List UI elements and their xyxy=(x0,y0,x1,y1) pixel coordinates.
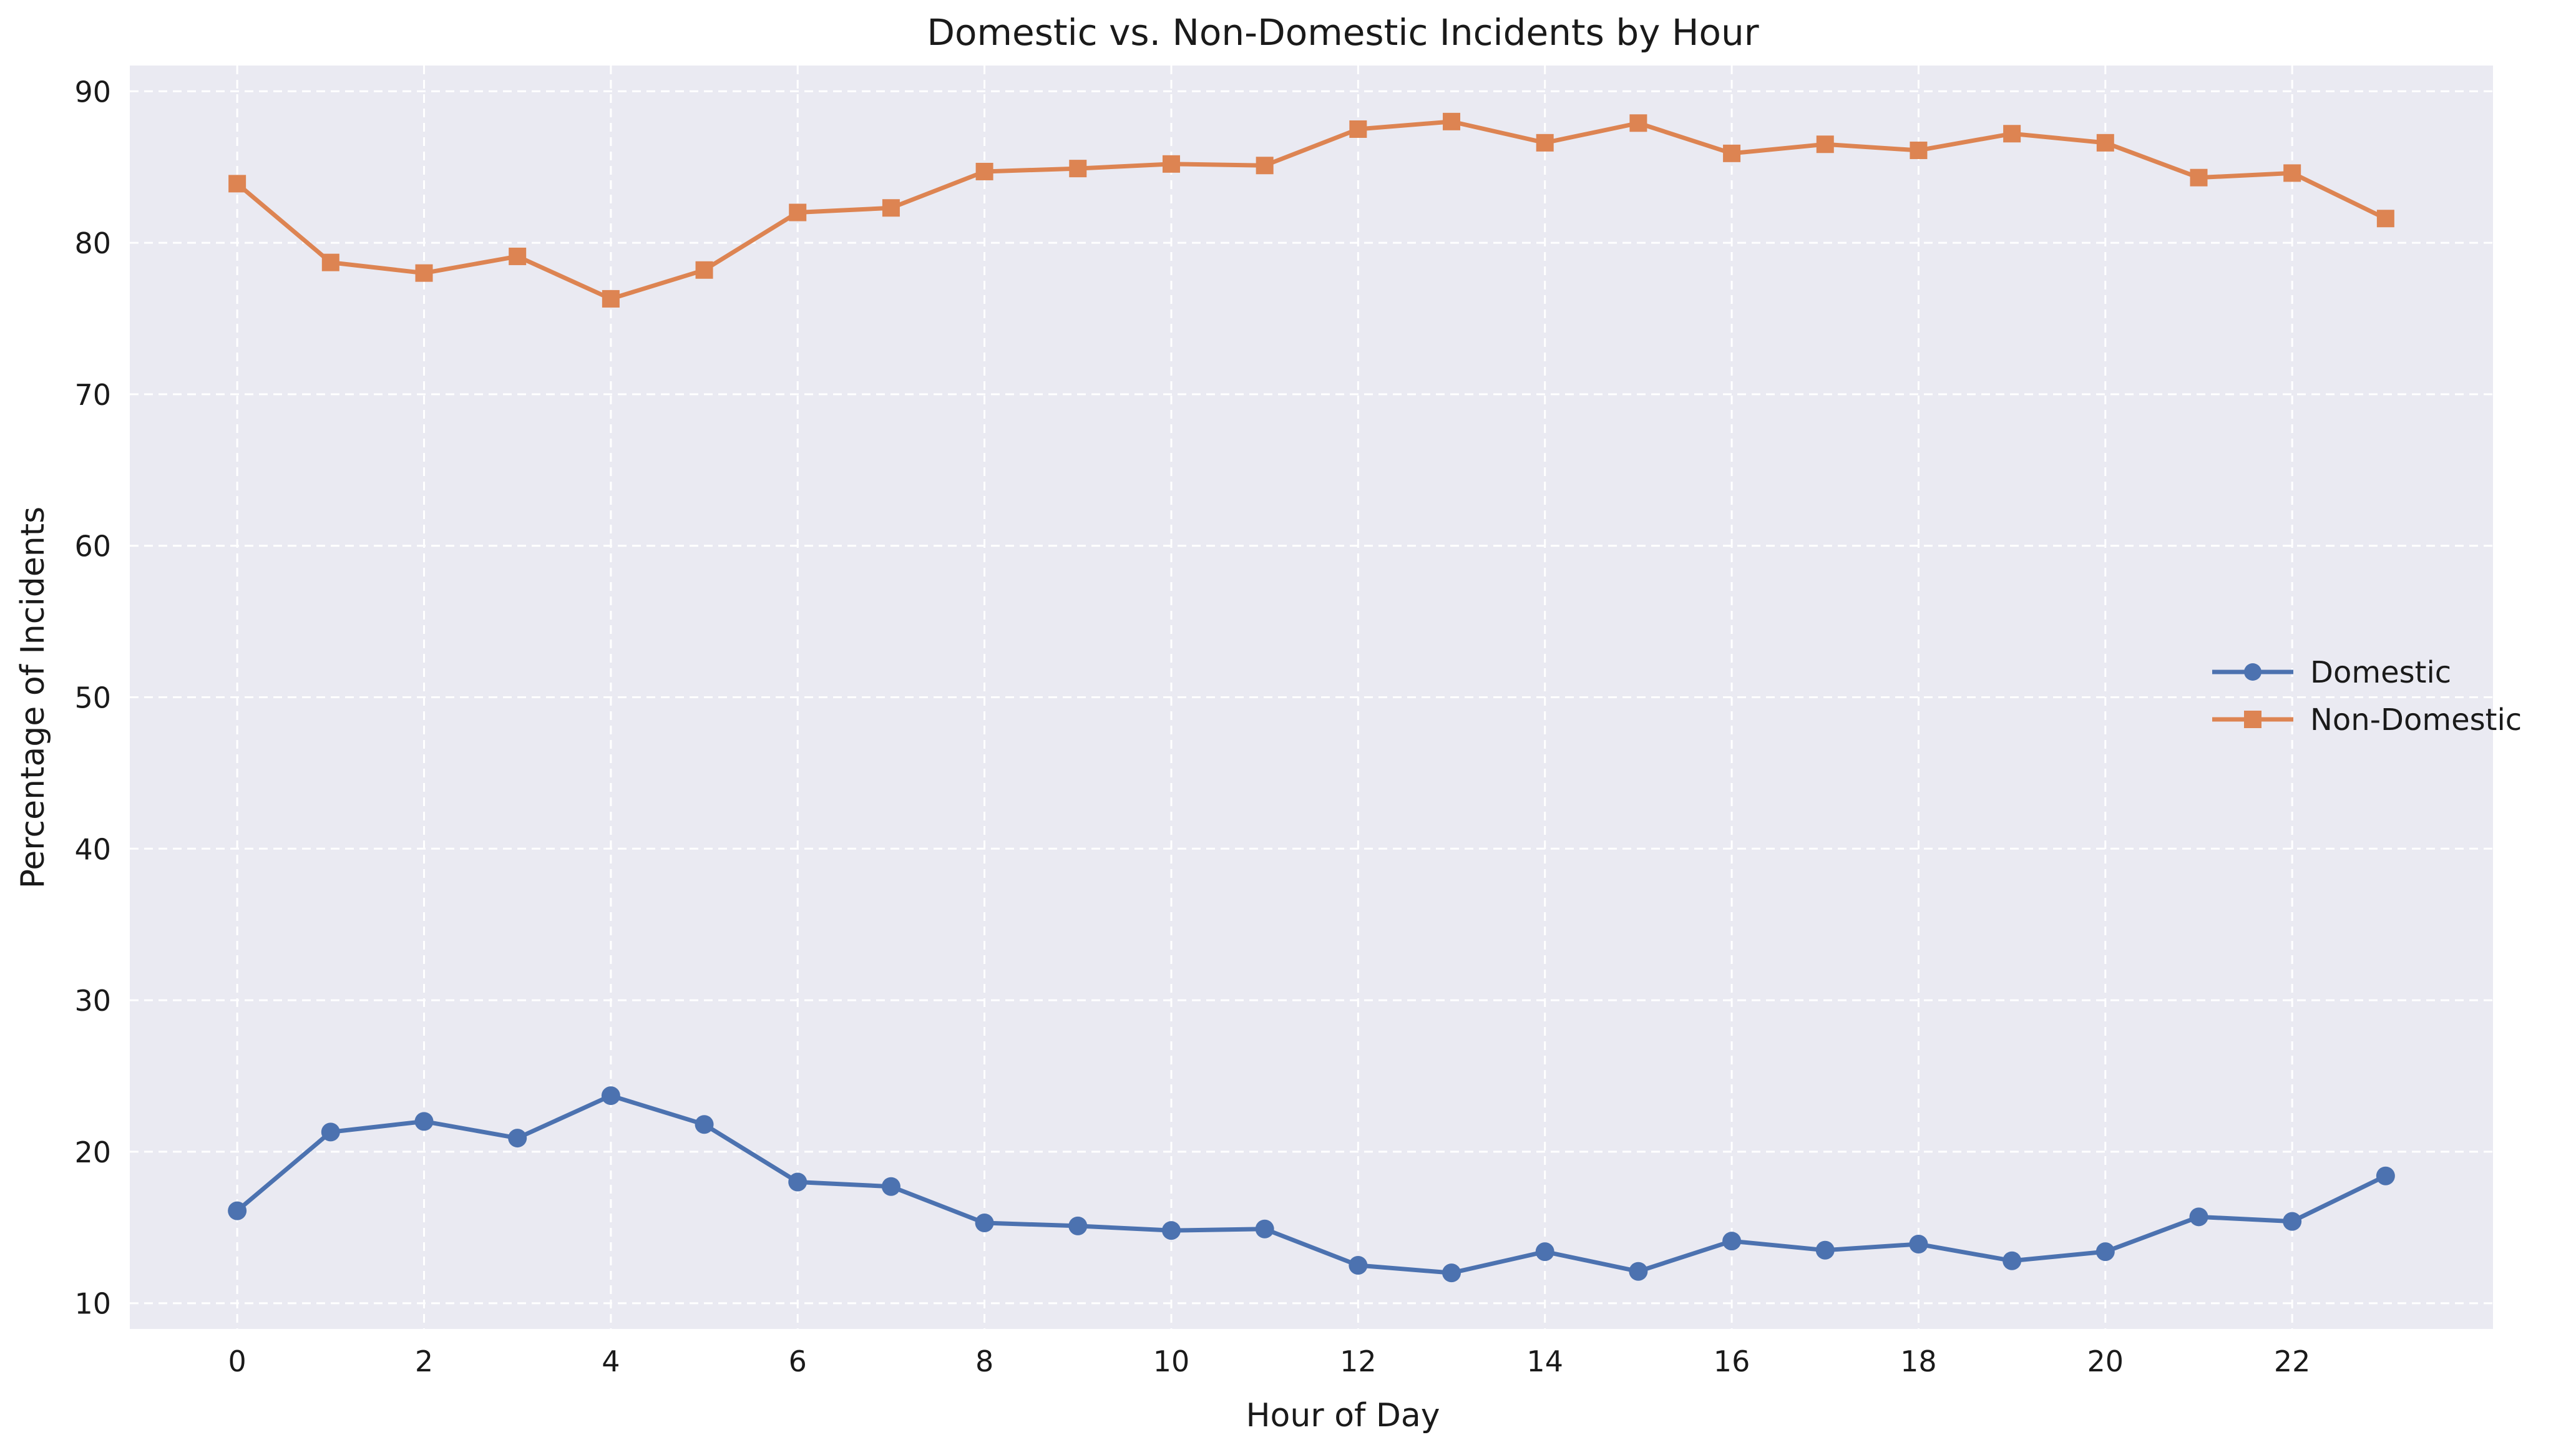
data-point-domestic xyxy=(1722,1232,1742,1251)
y-tick-label: 80 xyxy=(74,226,111,260)
x-axis-ticks: 0 2 4 6 8 10 12 14 16 18 20 22 xyxy=(228,1345,2310,1378)
data-point-domestic xyxy=(601,1086,620,1106)
data-point-non-domestic xyxy=(1256,157,1274,175)
x-axis-label: Hour of Day xyxy=(1246,1397,1440,1434)
data-point-domestic xyxy=(1535,1242,1554,1262)
data-point-domestic xyxy=(975,1214,994,1233)
data-point-domestic xyxy=(695,1115,714,1134)
legend: Domestic Non-Domestic xyxy=(2212,655,2522,737)
y-tick-label: 10 xyxy=(74,1287,111,1321)
data-point-domestic xyxy=(321,1122,340,1142)
data-point-domestic xyxy=(1442,1263,1461,1283)
legend-label-domestic: Domestic xyxy=(2310,655,2451,690)
legend-label-non-domestic: Non-Domestic xyxy=(2310,703,2522,737)
y-tick-label: 50 xyxy=(74,681,111,715)
series-line-non-domestic xyxy=(235,119,2387,301)
y-axis-label: Percentage of Incidents xyxy=(14,507,52,888)
grid-lines xyxy=(130,66,2493,1329)
data-point-non-domestic xyxy=(2283,164,2301,182)
data-point-non-domestic xyxy=(1723,144,1741,162)
series-layer xyxy=(228,112,2395,1283)
y-tick-label: 30 xyxy=(74,984,111,1018)
data-point-non-domestic xyxy=(228,175,246,193)
legend-marker-non-domestic xyxy=(2244,711,2261,728)
series-line-domestic xyxy=(235,1093,2387,1275)
x-tick-label: 16 xyxy=(1714,1345,1750,1378)
x-tick-label: 10 xyxy=(1153,1345,1190,1378)
x-tick-label: 22 xyxy=(2274,1345,2311,1378)
data-point-domestic xyxy=(2283,1212,2302,1231)
data-point-non-domestic xyxy=(2003,125,2021,143)
data-point-non-domestic xyxy=(882,199,900,217)
data-point-non-domestic xyxy=(2190,168,2208,187)
data-point-domestic xyxy=(1349,1256,1368,1275)
y-tick-label: 40 xyxy=(74,832,111,866)
y-axis-ticks: 10 20 30 40 50 60 70 80 90 xyxy=(74,75,111,1320)
data-point-domestic xyxy=(1815,1240,1835,1260)
data-point-domestic xyxy=(2003,1251,2022,1270)
x-tick-label: 6 xyxy=(789,1345,807,1378)
y-tick-label: 20 xyxy=(74,1136,111,1169)
x-tick-label: 14 xyxy=(1526,1345,1563,1378)
data-point-non-domestic xyxy=(1629,114,1647,132)
data-point-domestic xyxy=(414,1112,434,1131)
data-point-non-domestic xyxy=(1162,155,1180,173)
y-tick-label: 90 xyxy=(74,75,111,109)
data-point-domestic xyxy=(788,1172,807,1192)
data-point-non-domestic xyxy=(1910,141,1928,159)
data-point-non-domestic xyxy=(509,247,527,265)
data-point-non-domestic xyxy=(602,290,620,308)
x-tick-label: 4 xyxy=(602,1345,620,1378)
data-point-domestic xyxy=(2189,1207,2208,1227)
x-tick-label: 12 xyxy=(1340,1345,1377,1378)
data-point-domestic xyxy=(1909,1235,1928,1254)
data-point-domestic xyxy=(1629,1262,1648,1281)
x-tick-label: 2 xyxy=(415,1345,433,1378)
data-point-non-domestic xyxy=(1443,112,1461,130)
data-point-non-domestic xyxy=(1069,160,1087,178)
data-point-domestic xyxy=(2376,1166,2395,1185)
data-point-domestic xyxy=(1068,1216,1088,1235)
y-tick-label: 70 xyxy=(74,378,111,412)
x-tick-label: 20 xyxy=(2087,1345,2124,1378)
data-point-non-domestic xyxy=(2376,210,2394,228)
data-point-non-domestic xyxy=(789,203,807,221)
data-point-non-domestic xyxy=(975,162,993,180)
data-point-domestic xyxy=(2095,1242,2115,1262)
data-point-domestic xyxy=(228,1201,247,1220)
x-tick-label: 0 xyxy=(228,1345,246,1378)
data-point-non-domestic xyxy=(1349,120,1367,138)
data-point-domestic xyxy=(881,1177,900,1196)
x-tick-label: 8 xyxy=(975,1345,993,1378)
data-point-non-domestic xyxy=(321,253,339,271)
data-point-non-domestic xyxy=(1536,134,1554,152)
x-tick-label: 18 xyxy=(1900,1345,1937,1378)
data-point-domestic xyxy=(1255,1219,1274,1238)
y-tick-label: 60 xyxy=(74,530,111,563)
data-point-domestic xyxy=(1161,1221,1181,1240)
data-point-non-domestic xyxy=(415,264,433,282)
data-point-non-domestic xyxy=(1816,135,1834,153)
legend-marker-domestic xyxy=(2244,663,2261,681)
data-point-domestic xyxy=(508,1129,527,1148)
chart-title: Domestic vs. Non-Domestic Incidents by H… xyxy=(927,11,1759,54)
data-point-non-domestic xyxy=(2096,134,2114,152)
data-point-non-domestic xyxy=(695,261,713,279)
